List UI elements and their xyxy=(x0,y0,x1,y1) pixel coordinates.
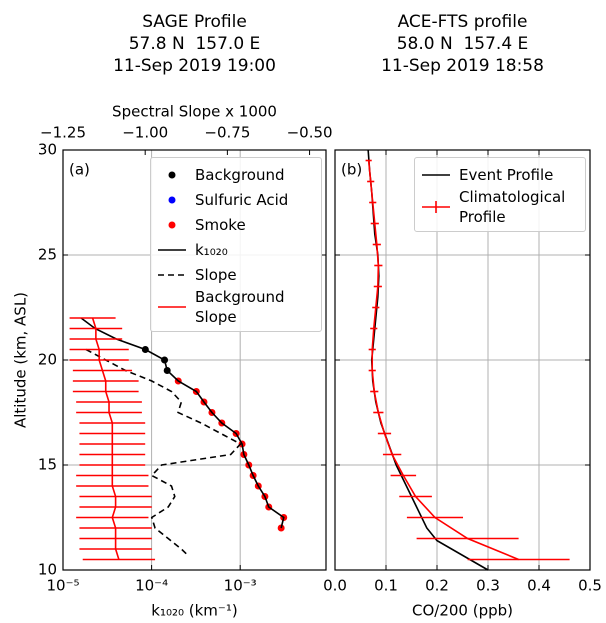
chart-title: SAGE Profile xyxy=(142,12,247,32)
legend-item: k₁₀₂₀ xyxy=(157,237,313,262)
legend-marker xyxy=(168,196,176,203)
legend-handle xyxy=(158,248,186,251)
legend: Background Sulfuric Acid Smoke k₁₀₂₀ Slope Ba… xyxy=(150,157,322,332)
x-tick-label: 0.5 xyxy=(578,577,602,595)
legend-item: Climatological Profile xyxy=(421,187,577,227)
x-tick-label: 10⁻⁴ xyxy=(135,577,168,595)
legend: Event Profile Climatological Profile xyxy=(414,157,586,232)
legend-item: Sulfuric Acid xyxy=(157,187,313,212)
legend-label: Sulfuric Acid xyxy=(195,190,289,209)
legend-handle xyxy=(158,273,186,276)
plot-frame xyxy=(334,149,591,571)
errorbar-line xyxy=(91,317,120,560)
y-tick-label: 30 xyxy=(38,141,57,159)
legend-label: Background xyxy=(195,165,285,184)
legend-item: Background Slope xyxy=(157,287,313,327)
chart-title: 11-Sep 2019 18:58 xyxy=(381,56,544,76)
chart-title: ACE-FTS profile xyxy=(398,12,528,32)
x-tick-label: 0.2 xyxy=(425,577,449,595)
errorbar-line xyxy=(367,160,519,561)
y-axis-label: Altitude (km, ASL) xyxy=(12,292,30,428)
y-tick-label: 25 xyxy=(38,246,57,264)
legend-item: Smoke xyxy=(157,212,313,237)
legend-label: Event Profile xyxy=(459,165,554,184)
chart-title: 57.8 N 157.0 E xyxy=(129,34,261,54)
line xyxy=(85,348,242,556)
chart-title: 58.0 N 157.4 E xyxy=(397,34,529,54)
y-tick-label: 10 xyxy=(38,561,57,579)
x-axis-label: k₁₀₂₀ (km⁻¹) xyxy=(151,602,237,620)
panel-label: (b) xyxy=(341,161,362,179)
legend-handle xyxy=(168,221,176,228)
legend-handle xyxy=(422,173,450,176)
x2-tick-label: −1.25 xyxy=(40,124,86,142)
x-tick-label: 0.4 xyxy=(527,577,551,595)
y-tick-label: 15 xyxy=(38,456,57,474)
x-tick-label: 0.3 xyxy=(476,577,500,595)
legend-handle xyxy=(422,201,450,213)
legend-item: Event Profile xyxy=(421,162,577,187)
legend-label: k₁₀₂₀ xyxy=(195,240,228,259)
legend-handle xyxy=(158,306,186,308)
x2-tick-label: −0.75 xyxy=(204,124,250,142)
x-tick-label: 0.0 xyxy=(323,577,347,595)
x2-axis-label: Spectral Slope x 1000 xyxy=(112,103,277,121)
x2-tick-label: −0.50 xyxy=(287,124,333,142)
legend-handle xyxy=(168,196,176,203)
x-tick-label: 0.1 xyxy=(374,577,398,595)
x-axis-label: CO/200 (ppb) xyxy=(412,602,513,620)
legend-label: Smoke xyxy=(195,215,246,234)
legend-handle xyxy=(168,171,176,178)
legend-marker xyxy=(168,221,176,228)
y-tick-label: 20 xyxy=(38,351,57,369)
legend-item: Background xyxy=(157,162,313,187)
x-tick-label: 10⁻³ xyxy=(224,577,257,595)
legend-label: Slope xyxy=(195,265,237,284)
legend-label: Background Slope xyxy=(195,288,285,326)
chart-title: 11-Sep 2019 19:00 xyxy=(113,56,276,76)
line xyxy=(80,317,285,529)
legend-label: Climatological Profile xyxy=(459,188,566,226)
x2-tick-label: −1.00 xyxy=(122,124,168,142)
legend-item: Slope xyxy=(157,262,313,287)
legend-marker xyxy=(168,171,176,178)
panel-label: (a) xyxy=(69,161,90,179)
x-tick-label: 10⁻⁵ xyxy=(46,577,79,595)
plot-frame xyxy=(62,149,327,571)
